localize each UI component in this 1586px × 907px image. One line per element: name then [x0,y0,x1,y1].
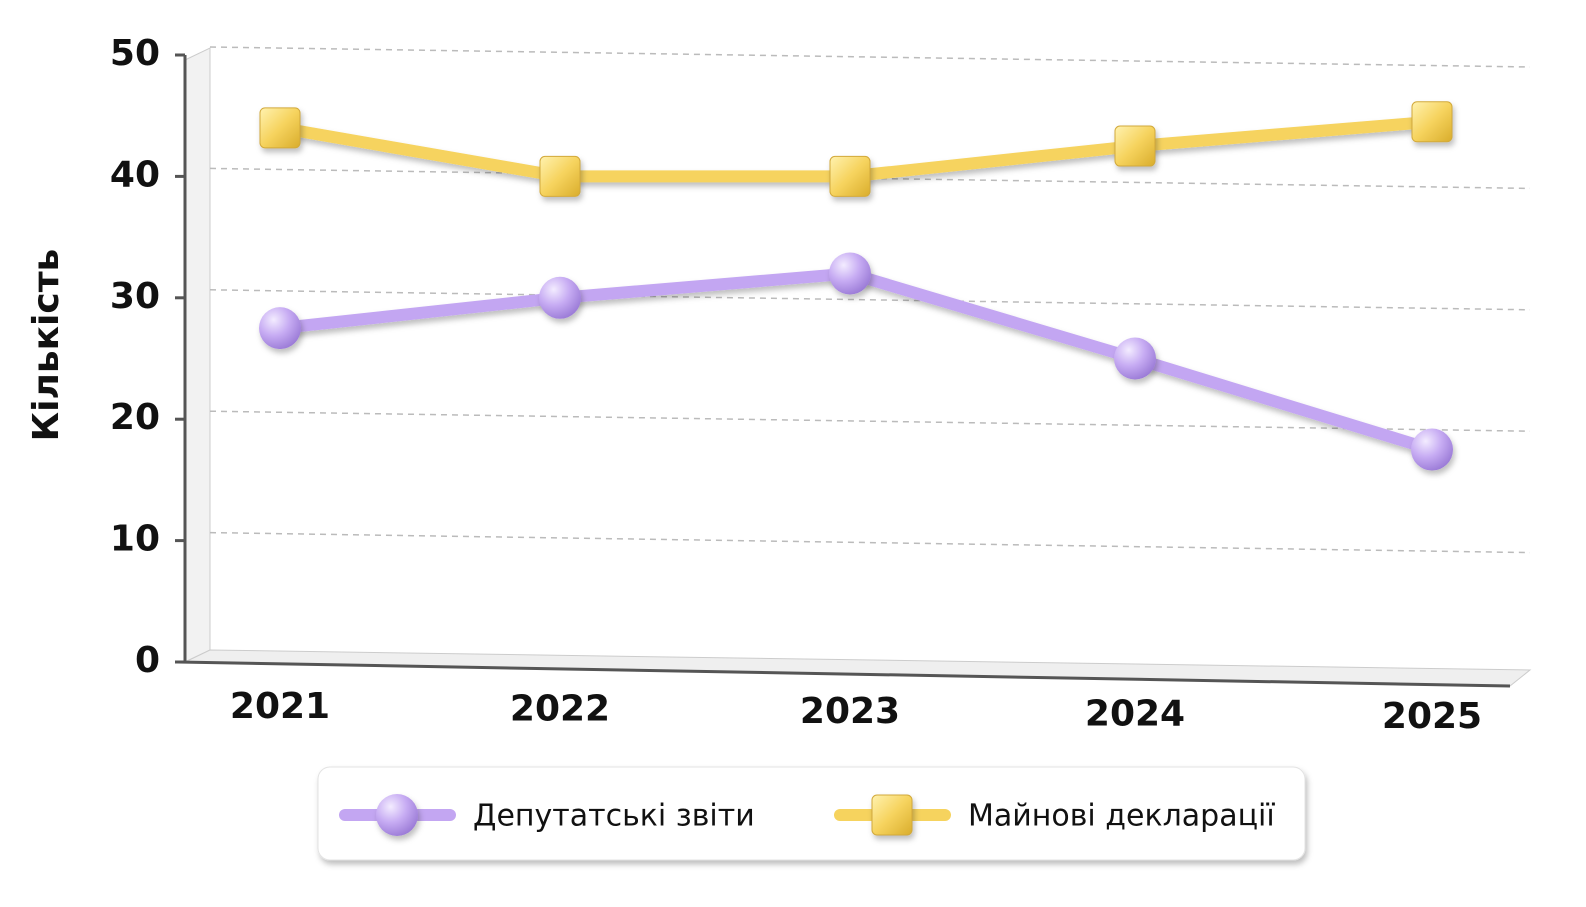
x-axis [177,660,1511,688]
x-tick-label: 2025 [1382,696,1482,737]
y-tick-label: 20 [110,397,160,438]
data-point [259,307,301,350]
legend-label: Майнові декларації [968,799,1275,834]
data-point [1114,337,1156,380]
grid-line [209,410,1531,432]
series-line [274,267,1438,456]
grid-line [209,289,1531,311]
y-tick-label: 0 [135,640,160,681]
data-point [1114,125,1156,167]
x-tick-label: 2021 [230,686,330,727]
data-point [1411,428,1453,471]
x-tick-label: 2023 [800,691,900,732]
legend-marker [376,794,418,836]
legend-label: Депутатські звіти [473,799,755,834]
y-axis-label: Кількість [26,249,67,442]
data-point [1411,101,1453,143]
legend-marker [871,794,913,836]
grid-line [209,46,1531,68]
y-tick-label: 10 [110,519,160,560]
y-tick-label: 30 [110,276,160,317]
x-tick-label: 2022 [510,689,610,730]
x-tick-label: 2024 [1085,694,1185,735]
y-tick-label: 50 [110,33,160,74]
data-point [829,155,871,197]
grid-line [209,531,1531,554]
data-point [829,252,871,295]
legend [317,766,1306,861]
data-point [259,107,301,149]
y-tick-label: 40 [110,154,160,195]
floor [184,649,1532,687]
data-point [539,155,581,197]
data-point [539,276,581,319]
back-wall [184,47,211,663]
